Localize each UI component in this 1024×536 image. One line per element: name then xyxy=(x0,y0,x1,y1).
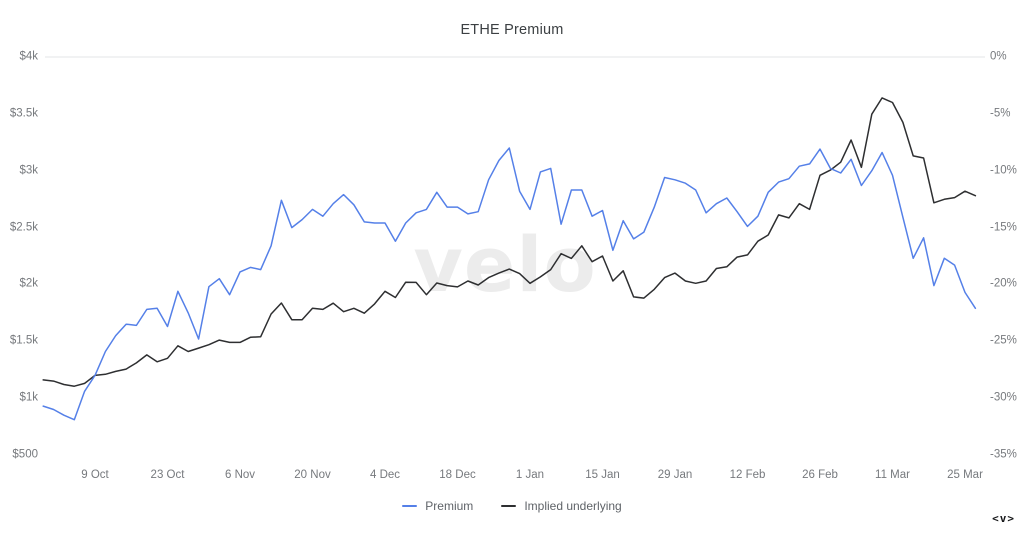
y-axis-right-label: -15% xyxy=(990,221,1017,234)
velo-watermark-text: velo xyxy=(413,219,597,309)
x-axis-label: 25 Mar xyxy=(947,469,983,481)
velo-logo[interactable]: <v> xyxy=(992,512,1015,525)
y-axis-left-label: $3k xyxy=(19,164,38,177)
x-axis-label: 29 Jan xyxy=(657,469,693,481)
y-axis-left-label: $3.5k xyxy=(9,107,38,120)
chart-title: ETHE Premium xyxy=(460,22,564,38)
y-axis-right-label: -25% xyxy=(990,334,1017,347)
y-axis-left-label: $500 xyxy=(12,448,38,461)
premium-line xyxy=(42,147,977,421)
x-axis-label: 4 Dec xyxy=(369,469,401,481)
y-axis-right-label: 0% xyxy=(990,50,1007,63)
x-axis-label: 12 Feb xyxy=(729,469,766,481)
implied-underlying-line-swatch-icon xyxy=(501,505,517,507)
x-axis-label: 6 Nov xyxy=(224,469,256,481)
legend-item-premium[interactable]: Premium xyxy=(402,499,473,513)
y-axis-left-label: $1k xyxy=(19,391,38,404)
x-axis-label: 20 Nov xyxy=(294,469,331,481)
y-axis-left-label: $4k xyxy=(19,50,38,63)
y-axis-left: $4k $3.5k $3k $2.5k $2k $1.5k $1k $500 xyxy=(0,0,38,536)
x-axis-label: 9 Oct xyxy=(81,469,109,481)
x-axis-label: 11 Mar xyxy=(875,469,910,481)
x-axis-label: 15 Jan xyxy=(585,469,620,481)
x-axis-label: 23 Oct xyxy=(150,469,185,481)
premium-line-swatch-icon xyxy=(402,505,418,507)
y-axis-left-label: $2k xyxy=(19,277,38,290)
y-axis-left-label: $1.5k xyxy=(9,334,38,347)
legend: Premium Implied underlying xyxy=(0,499,1024,513)
y-axis-right-label: -5% xyxy=(990,107,1011,120)
y-axis-right-label: -20% xyxy=(990,277,1017,290)
x-axis-label: 18 Dec xyxy=(439,469,476,481)
legend-label-implied-underlying: Implied underlying xyxy=(524,499,622,513)
legend-label-premium: Premium xyxy=(425,499,474,513)
x-axis-label: 26 Feb xyxy=(802,469,838,481)
x-axis-label: 1 Jan xyxy=(515,469,545,481)
y-axis-right: 0% -5% -10% -15% -20% -25% -30% -35% xyxy=(990,0,1024,536)
legend-item-implied-underlying[interactable]: Implied underlying xyxy=(501,499,622,513)
y-axis-right-label: -30% xyxy=(990,391,1017,404)
y-axis-right-label: -10% xyxy=(990,164,1017,177)
implied-underlying-line xyxy=(42,97,977,387)
y-axis-left-label: $2.5k xyxy=(9,221,38,234)
y-axis-right-label: -35% xyxy=(990,448,1017,461)
